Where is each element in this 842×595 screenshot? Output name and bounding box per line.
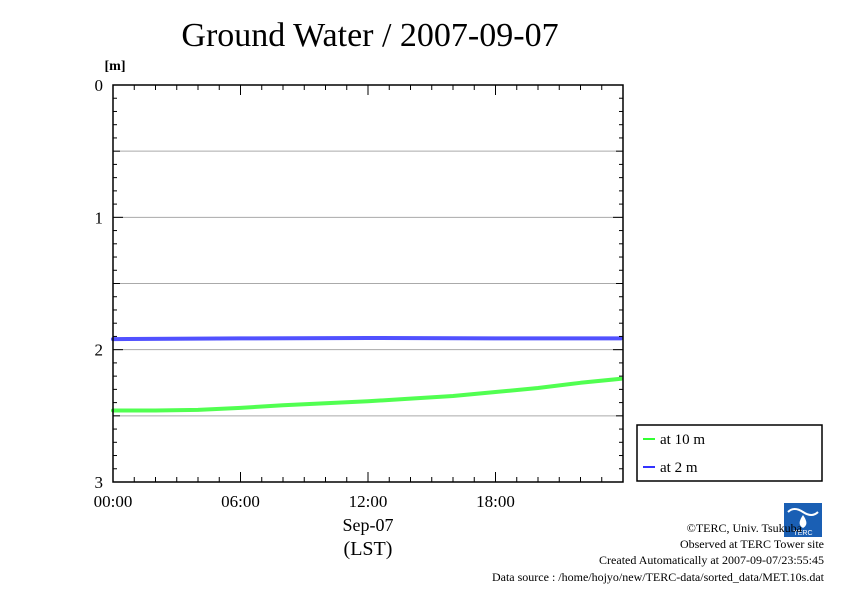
terc-logo: TERC — [784, 503, 822, 537]
y-tick-label: 2 — [95, 341, 104, 360]
series-line-1 — [111, 336, 623, 342]
y-tick-label: 0 — [95, 76, 104, 95]
legend-label-2m: at 2 m — [660, 460, 698, 476]
copyright-text: ©TERC, Univ. Tsukuba — [686, 521, 802, 535]
y-unit-label: [m] — [105, 59, 126, 74]
x-tick-label: 18:00 — [476, 492, 515, 511]
logo-text: TERC — [793, 530, 812, 537]
series-line-0 — [111, 376, 623, 413]
y-tick-label: 3 — [95, 473, 104, 492]
chart-title: Ground Water / 2007-09-07 — [181, 17, 558, 54]
axis-ticks — [112, 84, 624, 483]
legend-box — [636, 424, 823, 482]
x-tick-label: 06:00 — [221, 492, 260, 511]
x-tick-label: 12:00 — [349, 492, 388, 511]
x-date-label: Sep-07 — [343, 515, 394, 535]
data-source-text: Data source : /home/hojyo/new/TERC-data/… — [491, 570, 824, 584]
x-tick-label: 00:00 — [94, 492, 133, 511]
x-tz-label: (LST) — [344, 538, 393, 560]
legend-label-10m: at 10 m — [660, 432, 705, 448]
created-text: Created Automatically at 2007-09-07/23:5… — [599, 553, 824, 567]
series-lines — [111, 336, 623, 413]
legend: at 10 m at 2 m — [636, 424, 823, 482]
observed-text: Observed at TERC Tower site — [679, 537, 824, 551]
y-tick-label: 1 — [95, 208, 104, 227]
axis-tick-labels: 0 1 2 300:00 06:00 12:00 18:00 — [94, 76, 515, 511]
grid — [113, 150, 623, 417]
